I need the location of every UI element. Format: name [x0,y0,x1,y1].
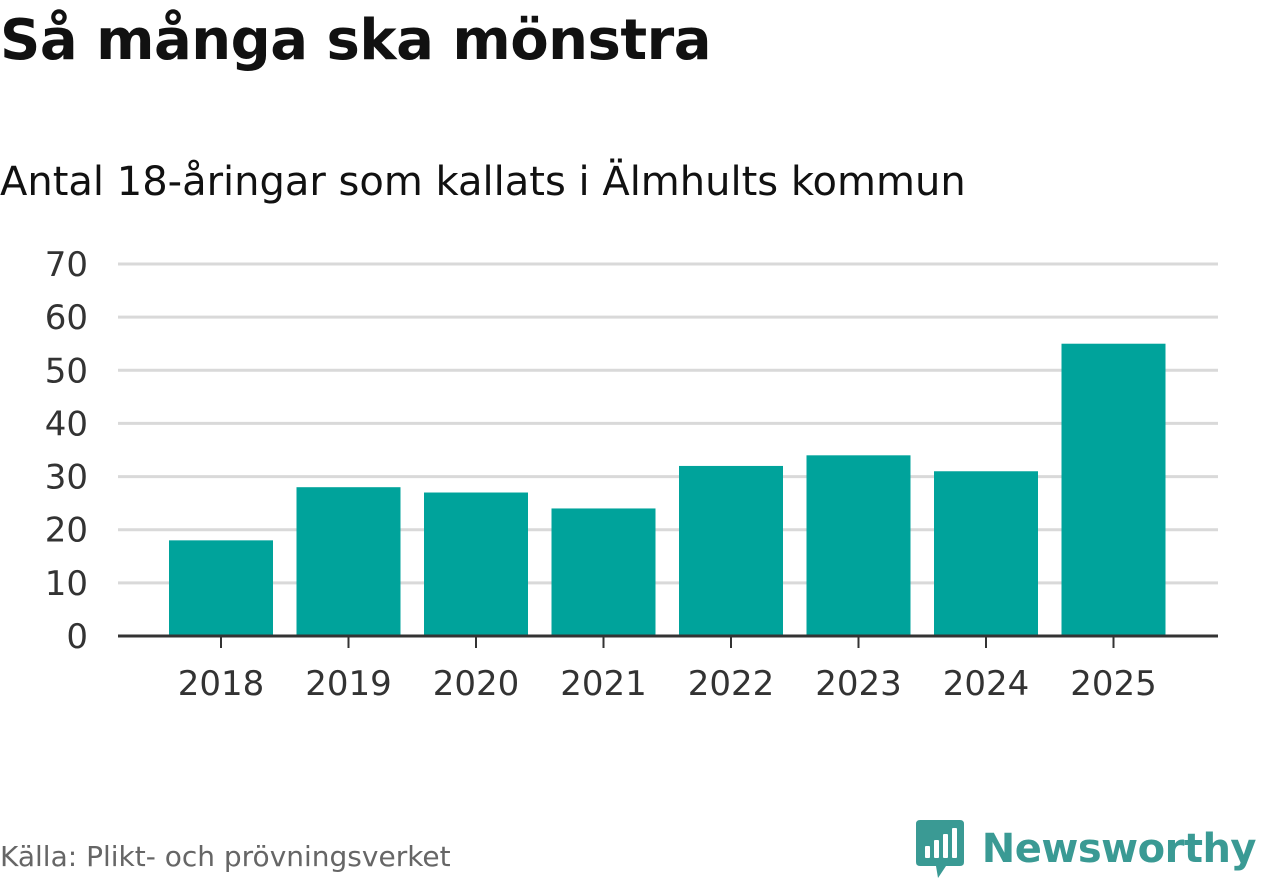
brand: Newsworthy [915,820,1257,878]
grid-lines [118,262,1218,585]
y-tick-label: 10 [45,564,88,604]
x-tick-label: 2018 [178,664,265,704]
x-tick-label: 2023 [815,664,902,704]
x-tick-label: 2019 [305,664,392,704]
bar-2018 [169,540,273,636]
bars [169,343,1166,636]
x-tick-label: 2020 [433,664,520,704]
newsworthy-logo-icon [915,820,964,878]
x-tick-label: 2021 [560,664,647,704]
bar-2019 [296,487,401,636]
bar-2021 [551,508,656,636]
y-tick-label: 40 [45,404,88,444]
source-note: Källa: Plikt- och prövningsverket [0,840,451,873]
bar-2022 [679,465,783,636]
y-axis-tick-labels: 0 10 20 30 40 50 60 70 [45,245,88,657]
x-tick-label: 2025 [1070,664,1157,704]
y-tick-label: 30 [45,458,88,498]
y-tick-label: 50 [45,351,88,391]
y-tick-label: 70 [45,245,88,285]
brand-name: Newsworthy [981,826,1257,872]
bar-2024 [934,471,1038,636]
y-tick-label: 60 [45,298,88,338]
y-tick-label: 20 [45,511,88,551]
bar-2020 [424,492,528,636]
x-axis [118,634,1218,648]
x-tick-label: 2022 [688,664,775,704]
x-tick-label: 2024 [943,664,1030,704]
bar-2025 [1061,343,1166,636]
chart-title: Så många ska mönstra [0,8,712,73]
chart-subtitle: Antal 18-åringar som kallats i Älmhults … [0,159,966,205]
bar-2023 [806,455,911,636]
x-axis-tick-labels: 2018 2019 2020 2021 2022 2023 2024 2025 [178,664,1157,704]
y-tick-label: 0 [66,617,88,657]
